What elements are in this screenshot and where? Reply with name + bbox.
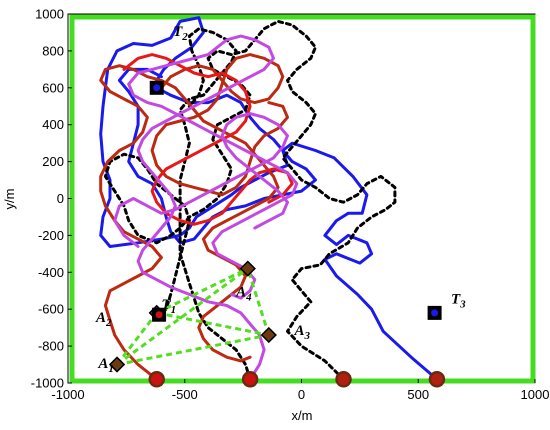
target-dot-1	[155, 311, 163, 319]
y-tick-label-6: 0	[57, 191, 64, 206]
target-dot-2	[153, 84, 161, 92]
series-line-4	[178, 27, 252, 381]
y-tick-label-9: -600	[38, 302, 64, 317]
annotation-sub-A1: 1	[108, 363, 114, 375]
y-tick-label-7: -200	[38, 228, 64, 243]
y-axis-label: y/m	[2, 189, 17, 210]
annotation-sub-A3: 3	[304, 330, 311, 342]
tick-layer: -1000 -500 0 500 1000 1000 800 600 400 200 0 -200 -4…	[31, 7, 550, 403]
series-line-9	[113, 112, 289, 248]
y-tick-label-10: -800	[38, 339, 64, 354]
annotation-sub-T2: 2	[181, 31, 188, 43]
y-tick-label-5: 200	[42, 154, 64, 169]
formation-link-3-4	[246, 268, 271, 336]
x-tick-label-3: 0	[298, 387, 305, 402]
series-line-8	[127, 34, 299, 381]
formation-link-2-4	[156, 267, 249, 315]
series-line-5	[99, 64, 280, 381]
annotation-sub-T1: 1	[171, 304, 177, 316]
target-dot-3	[431, 309, 439, 317]
series-line-7	[122, 53, 294, 226]
x-tick-label-2: -500	[172, 387, 198, 402]
series-line-1	[99, 16, 439, 381]
start-marker-4	[428, 371, 446, 388]
y-tick-label-2: 800	[42, 43, 64, 58]
x-tick-label-1: -1000	[51, 387, 84, 402]
formation-link-1-3	[116, 333, 270, 367]
y-tick-label-8: -400	[38, 265, 64, 280]
x-axis-label: x/m	[292, 408, 313, 423]
y-tick-label-4: 400	[42, 117, 64, 132]
formation-link-1-2	[115, 311, 158, 366]
annotation-sub-A2: 2	[105, 317, 112, 329]
marker-layer	[148, 80, 446, 388]
formation-link-2-3	[156, 311, 270, 337]
x-tick-label-5: 1000	[521, 387, 550, 402]
agent-marker-1	[108, 356, 126, 373]
series-layer	[99, 16, 439, 381]
agent-marker-3	[260, 326, 277, 344]
y-tick-label-11: -1000	[31, 376, 64, 391]
y-tick-label-1: 1000	[35, 7, 64, 22]
start-marker-1	[148, 371, 165, 388]
agent-marker-4	[239, 260, 256, 277]
start-marker-3	[335, 371, 352, 388]
annotation-sub-T3: 3	[459, 299, 466, 311]
annotation-sub-A4: 4	[245, 291, 252, 303]
start-marker-2	[241, 371, 259, 388]
x-tick-label-4: 500	[407, 387, 429, 402]
y-tick-label-3: 600	[42, 80, 64, 95]
